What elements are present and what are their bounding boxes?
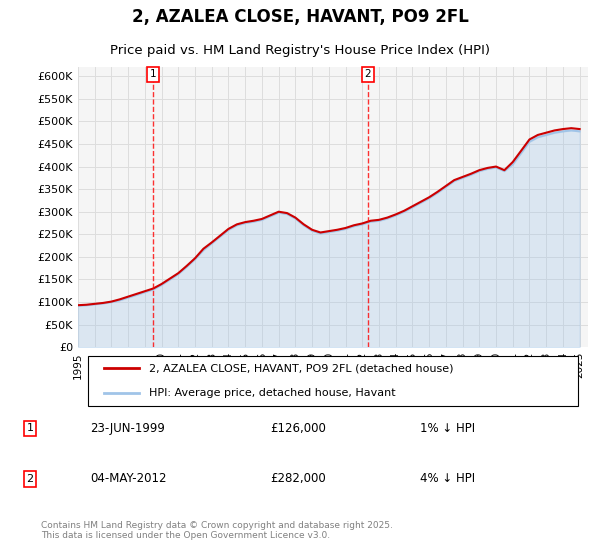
Text: 2: 2: [365, 69, 371, 79]
Text: 2, AZALEA CLOSE, HAVANT, PO9 2FL (detached house): 2, AZALEA CLOSE, HAVANT, PO9 2FL (detach…: [149, 363, 454, 374]
Text: £282,000: £282,000: [270, 472, 326, 486]
FancyBboxPatch shape: [88, 356, 578, 406]
Text: Price paid vs. HM Land Registry's House Price Index (HPI): Price paid vs. HM Land Registry's House …: [110, 44, 490, 57]
Text: 2: 2: [26, 474, 34, 484]
Text: 1: 1: [149, 69, 156, 79]
Text: 1: 1: [26, 423, 34, 433]
Text: 23-JUN-1999: 23-JUN-1999: [90, 422, 165, 435]
Text: 04-MAY-2012: 04-MAY-2012: [90, 472, 167, 486]
Text: Contains HM Land Registry data © Crown copyright and database right 2025.
This d: Contains HM Land Registry data © Crown c…: [41, 521, 393, 540]
Text: HPI: Average price, detached house, Havant: HPI: Average price, detached house, Hava…: [149, 388, 396, 398]
Text: 2, AZALEA CLOSE, HAVANT, PO9 2FL: 2, AZALEA CLOSE, HAVANT, PO9 2FL: [131, 8, 469, 26]
Text: 1% ↓ HPI: 1% ↓ HPI: [420, 422, 475, 435]
Text: £126,000: £126,000: [270, 422, 326, 435]
Text: 4% ↓ HPI: 4% ↓ HPI: [420, 472, 475, 486]
